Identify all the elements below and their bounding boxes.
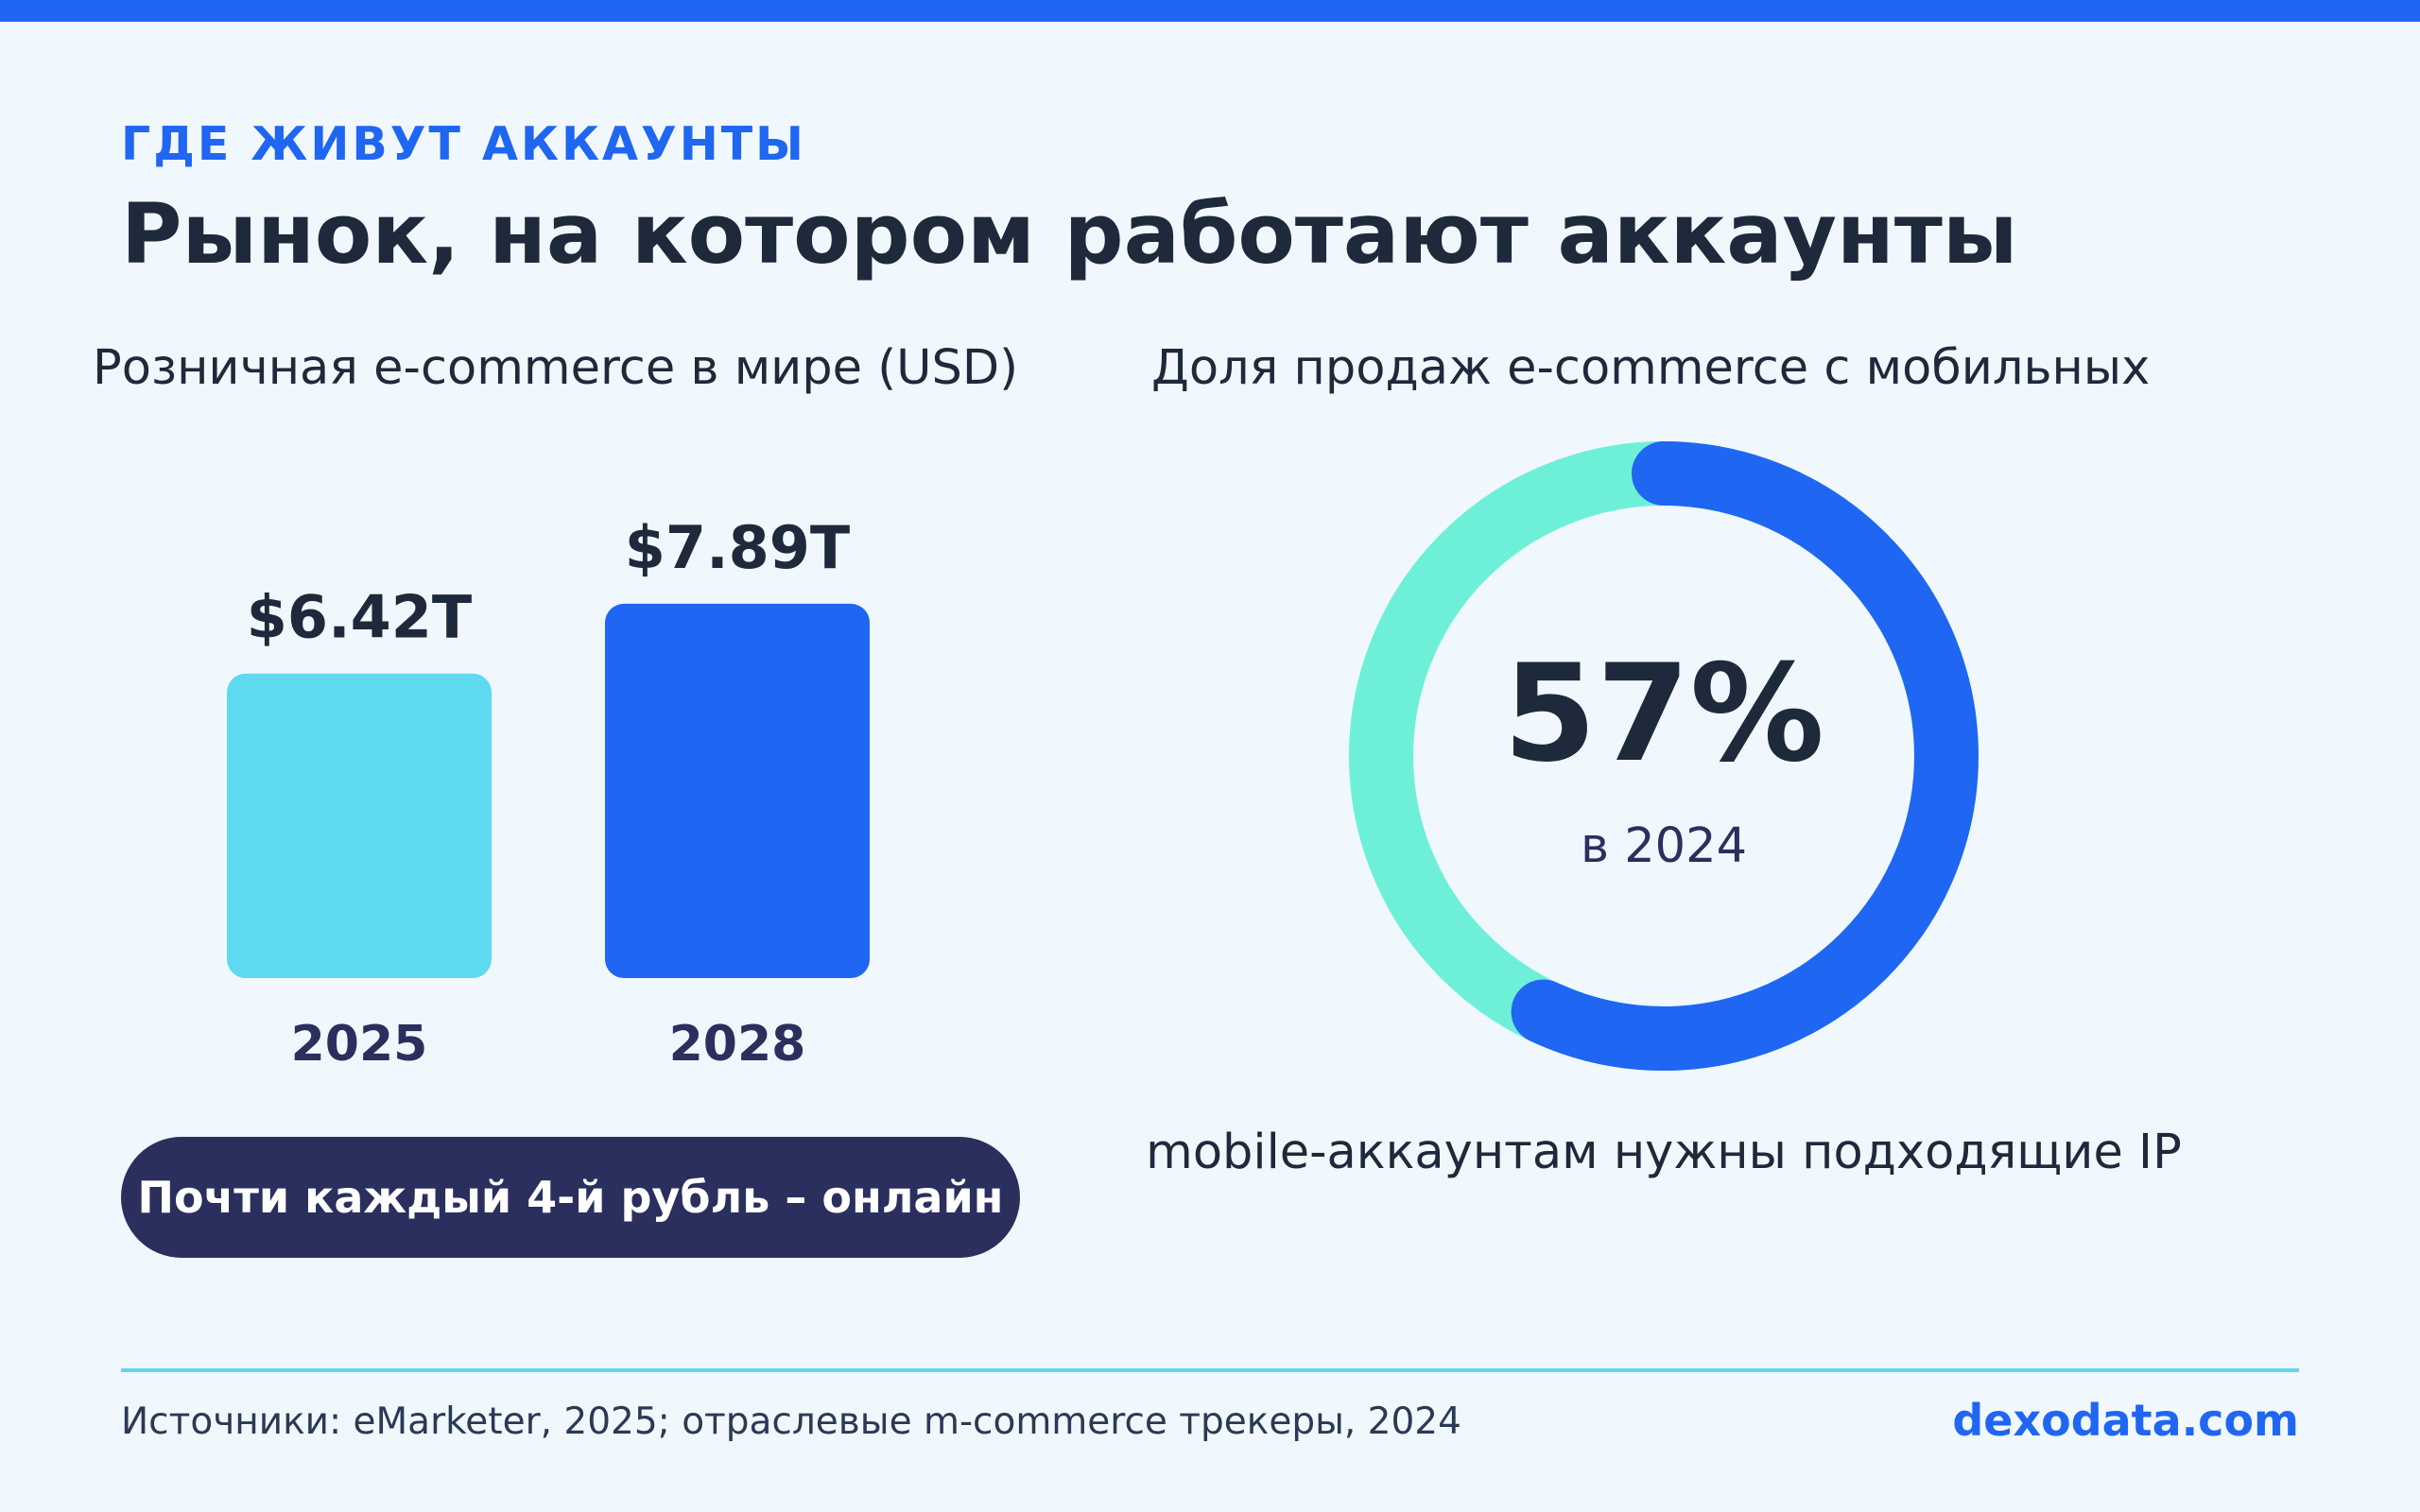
sources-text: Источники: eMarketer, 2025; отраслевые m… bbox=[121, 1400, 1461, 1443]
bar-value-label-2028: $7.89T bbox=[625, 513, 850, 582]
brand-link[interactable]: dexodata.com bbox=[1952, 1395, 2299, 1446]
top-accent-bar bbox=[0, 0, 2420, 22]
mobile-caption: mobile-аккаунтам нужны подходящие IP bbox=[1146, 1125, 2182, 1180]
bar-value-label-2025: $6.42T bbox=[247, 583, 472, 652]
bar-2028 bbox=[605, 603, 870, 978]
bar-category-label-2028: 2028 bbox=[669, 1016, 806, 1073]
page-title: Рынок, на котором работают аккаунты bbox=[121, 185, 2018, 283]
bar-2025 bbox=[227, 673, 492, 978]
donut-mobile-segment bbox=[1349, 441, 1979, 1071]
bar-chart: $6.42T 2025 $7.89T 2028 bbox=[227, 513, 870, 1073]
eyebrow-label: ГДЕ ЖИВУТ АККАУНТЫ bbox=[121, 117, 806, 171]
bar-category-label-2025: 2025 bbox=[291, 1016, 428, 1073]
donut-chart-title: Доля продаж e-commerce с мобильных bbox=[1151, 340, 2151, 396]
callout-text: Почти каждый 4-й рубль – онлайн bbox=[137, 1172, 1004, 1223]
footer-divider bbox=[121, 1368, 2299, 1372]
donut-chart bbox=[1349, 441, 1979, 1071]
callout-pill: Почти каждый 4-й рубль – онлайн bbox=[121, 1137, 1020, 1258]
donut-center-sub: в 2024 bbox=[1580, 818, 1748, 874]
bar-chart-title: Розничная e-commerce в мире (USD) bbox=[93, 340, 1019, 396]
donut-center-value: 57% bbox=[1503, 636, 1824, 792]
